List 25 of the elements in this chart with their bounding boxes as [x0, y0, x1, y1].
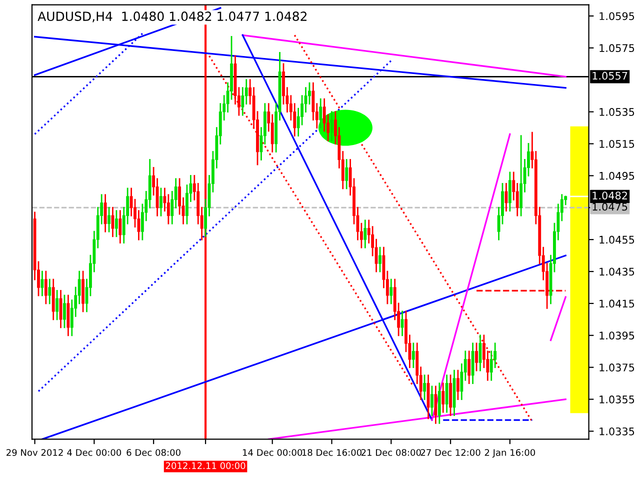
- y-tick-label: 1.0355: [600, 396, 634, 404]
- x-tick-label: 4 Dec 00:00: [67, 449, 122, 456]
- y-tick-label: 1.0455: [600, 236, 634, 244]
- y-tick-label: 1.0415: [600, 300, 634, 308]
- x-tick-label: 21 Dec 08:00: [361, 449, 421, 456]
- x-tick-label: 29 Nov 2012: [6, 449, 63, 456]
- y-tick-label: 1.0535: [600, 108, 634, 116]
- x-tick-label: 2 Jan 16:00: [484, 449, 536, 458]
- ref-line-label: 1.0557: [592, 72, 628, 80]
- y-tick-label: 1.0575: [600, 44, 634, 52]
- x-tick-label: 6 Dec 08:00: [126, 449, 180, 456]
- y-tick-label: 1.0435: [600, 268, 634, 276]
- y-tick-label: 1.0395: [600, 332, 634, 340]
- y-tick-label: 1.0515: [600, 140, 634, 148]
- x-tick-label: 2012.12.11 00:00: [166, 462, 246, 470]
- x-tick-label: 14 Dec 00:00: [242, 449, 302, 456]
- y-tick-label: 1.0375: [600, 364, 634, 372]
- y-tick-label: 1.0335: [600, 427, 634, 436]
- x-tick-label: 18 Dec 16:00: [302, 449, 362, 456]
- y-tick-label: 1.0495: [600, 172, 634, 180]
- chart-title: AUDUSD,H4 1.0480 1.0482 1.0477 1.0482: [38, 12, 306, 22]
- ref-line-label: 1.0482: [592, 192, 627, 200]
- y-tick-label: 1.0595: [600, 12, 634, 20]
- ref-line-label: 1.0475: [592, 202, 628, 211]
- x-tick-label: 27 Dec 12:00: [420, 449, 480, 456]
